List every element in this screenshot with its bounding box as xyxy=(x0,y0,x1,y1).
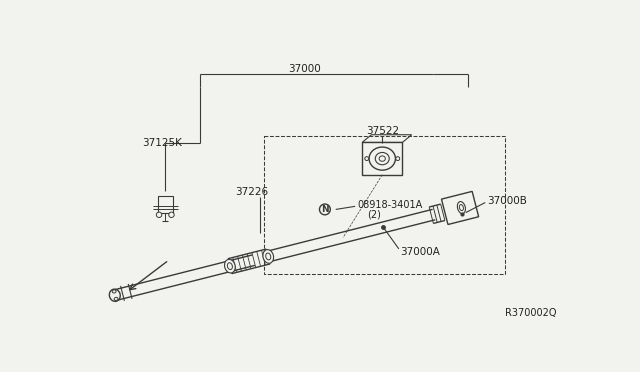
Ellipse shape xyxy=(365,157,369,161)
Text: 08918-3401A: 08918-3401A xyxy=(358,200,422,210)
Ellipse shape xyxy=(109,289,120,301)
Ellipse shape xyxy=(156,212,162,218)
Ellipse shape xyxy=(112,290,116,293)
Ellipse shape xyxy=(369,147,396,170)
Text: 37125K: 37125K xyxy=(142,138,182,148)
Ellipse shape xyxy=(114,297,118,301)
Ellipse shape xyxy=(458,202,465,214)
Ellipse shape xyxy=(319,204,330,215)
Ellipse shape xyxy=(396,157,400,161)
Text: 37522: 37522 xyxy=(365,126,399,136)
Ellipse shape xyxy=(263,250,274,263)
Text: (2): (2) xyxy=(367,209,381,219)
Ellipse shape xyxy=(227,263,232,270)
Text: N: N xyxy=(321,205,329,214)
Text: 37000B: 37000B xyxy=(487,196,527,206)
Ellipse shape xyxy=(266,253,271,260)
Ellipse shape xyxy=(169,212,174,218)
Ellipse shape xyxy=(375,153,389,165)
Bar xyxy=(157,196,173,213)
Text: 37000: 37000 xyxy=(289,64,321,74)
Text: R370002Q: R370002Q xyxy=(505,308,557,318)
Ellipse shape xyxy=(460,205,463,211)
Ellipse shape xyxy=(379,156,385,161)
Text: 37000A: 37000A xyxy=(401,247,440,257)
Text: 37226: 37226 xyxy=(235,187,268,198)
Ellipse shape xyxy=(225,259,236,273)
